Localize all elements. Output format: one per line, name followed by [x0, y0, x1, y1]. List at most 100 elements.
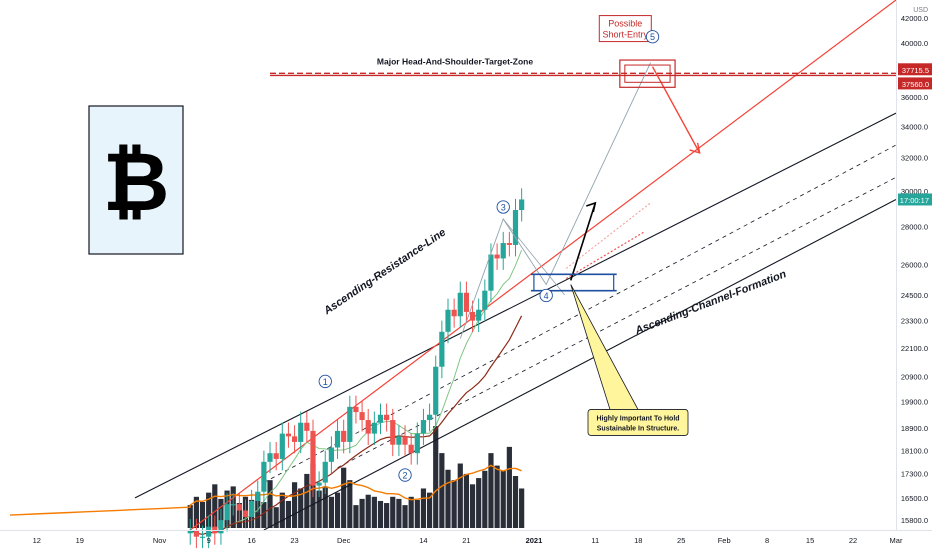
volume-bar	[501, 471, 506, 528]
time-tick-label: 2021	[526, 536, 543, 545]
volume-bar	[359, 499, 364, 528]
candle-body	[439, 332, 444, 367]
price-tick-label: 18100.0	[901, 446, 928, 455]
candle-body	[378, 415, 383, 423]
volume-bar	[366, 495, 371, 528]
annotation-layer: Major Head-And-Shoulder-Target-ZonePossi…	[89, 16, 788, 482]
price-tick-label: 34000.0	[901, 123, 928, 132]
candle-body	[409, 445, 414, 453]
wave-2-marker: 2	[399, 469, 411, 481]
volume-bar	[507, 447, 512, 528]
candle-body	[445, 310, 450, 332]
candle-body	[200, 537, 205, 538]
time-tick-label: 21	[462, 536, 470, 545]
volume-bar	[464, 474, 469, 528]
candle-body	[341, 431, 346, 442]
candle-body	[372, 423, 377, 434]
candle-body	[494, 255, 499, 259]
volume-layer	[188, 426, 525, 528]
candle-body	[274, 453, 279, 459]
volume-bar	[476, 478, 481, 528]
candle-body	[237, 504, 242, 510]
volume-bar	[372, 497, 377, 528]
countdown-label: 17:00:17	[900, 196, 929, 205]
volume-bar	[402, 505, 407, 528]
volume-bar	[384, 503, 389, 528]
volume-bar	[200, 502, 205, 528]
time-tick-label: 19	[76, 536, 84, 545]
price-tick-label: 20900.0	[901, 372, 928, 381]
time-tick-label: 8	[765, 536, 769, 545]
volume-bar	[452, 480, 457, 528]
candle-body	[519, 199, 524, 210]
wave-5-marker: 5	[646, 31, 658, 43]
candle-body	[458, 293, 463, 316]
volume-bar	[390, 497, 395, 528]
volume-bar	[458, 464, 463, 528]
time-tick-label: Dec	[337, 536, 351, 545]
candle-body	[482, 291, 487, 310]
candle-body	[224, 504, 229, 520]
time-tick-label: 14	[419, 536, 427, 545]
candle-body	[323, 462, 328, 483]
support-zone-box	[534, 274, 614, 290]
time-tick-label: 22	[849, 536, 857, 545]
candle-body	[267, 453, 272, 462]
time-tick-label: Nov	[153, 536, 167, 545]
price-tick-label: 40000.0	[901, 39, 928, 48]
price-tick-label: 23300.0	[901, 317, 928, 326]
moving-average-layer	[10, 250, 522, 534]
candle-body	[317, 483, 322, 486]
candle-body	[329, 448, 334, 462]
candle-body	[353, 407, 358, 412]
volume-bar	[470, 484, 475, 528]
volume-bar	[396, 499, 401, 528]
note-pointer	[571, 284, 638, 409]
candle-body	[507, 243, 512, 245]
candle-body	[231, 504, 236, 505]
volume-bar	[378, 501, 383, 528]
candle-body	[280, 434, 285, 459]
volume-bar	[488, 453, 493, 528]
time-tick-label: 15	[806, 536, 814, 545]
note-line2: Sustainable In Structure.	[597, 425, 680, 432]
svg-text:4: 4	[544, 291, 549, 301]
candle-body	[249, 501, 254, 517]
svg-text:3: 3	[501, 202, 506, 212]
price-label-lower: 37560.0	[902, 80, 929, 89]
volume-bar	[292, 482, 297, 528]
volume-bar	[421, 488, 426, 528]
price-label-upper: 37715.5	[902, 66, 929, 75]
candle-body	[335, 431, 340, 448]
volume-bar	[286, 501, 291, 528]
candle-body	[359, 412, 364, 420]
short-entry-label-line2: Short-Entry	[603, 30, 649, 40]
volume-bar	[494, 466, 499, 528]
candle-body	[366, 420, 371, 434]
volume-bar	[445, 470, 450, 528]
time-tick-label: 12	[33, 536, 41, 545]
price-tick-label: 42000.0	[901, 14, 928, 23]
candle-body	[396, 436, 401, 444]
time-tick-label: 25	[677, 536, 685, 545]
candle-body	[415, 434, 420, 454]
candle-body	[298, 423, 303, 442]
candle-body	[286, 434, 291, 437]
wave-3-marker: 3	[497, 201, 509, 213]
candle-body	[304, 423, 309, 431]
volume-bar	[513, 476, 518, 528]
candle-body	[243, 510, 248, 516]
volume-bar	[439, 453, 444, 528]
wave-4-marker: 4	[540, 289, 552, 301]
svg-text:5: 5	[650, 32, 655, 42]
currency-label: USD	[913, 7, 928, 14]
candle-body	[427, 415, 432, 420]
volume-bar	[329, 497, 334, 528]
candle-body	[452, 310, 457, 317]
volume-bar	[347, 480, 352, 528]
volume-bar	[335, 493, 340, 528]
bullish-arrow-head-icon	[586, 203, 595, 212]
time-tick-label: Mar	[890, 536, 903, 545]
